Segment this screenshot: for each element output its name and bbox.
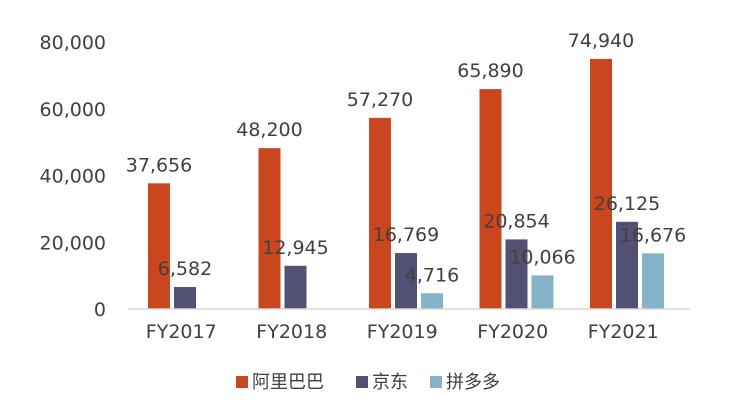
- data-label: 37,656: [126, 154, 192, 176]
- data-label: 74,940: [568, 30, 634, 52]
- legend-label: 阿里巴巴: [252, 372, 324, 393]
- data-label: 12,945: [262, 237, 328, 259]
- bar-series-1-fy2019: [395, 253, 417, 309]
- data-label: 65,890: [457, 60, 523, 82]
- y-tick-label: 40,000: [40, 166, 106, 188]
- x-axis: FY2017 FY2018 FY2019 FY2020 FY2021: [146, 321, 659, 343]
- y-tick-label: 80,000: [40, 32, 106, 54]
- bar-series-0-fy2019: [369, 117, 391, 309]
- data-label: 20,854: [483, 210, 549, 232]
- bar-series-2-fy2021: [642, 253, 664, 309]
- x-tick-label: FY2020: [477, 321, 548, 343]
- bar-series-1-fy2018: [284, 265, 307, 309]
- legend-swatch: [236, 376, 248, 388]
- x-tick-label: FY2019: [367, 321, 438, 343]
- data-label: 57,270: [347, 89, 413, 111]
- bar-series-2-fy2020: [531, 275, 554, 309]
- bar-series-0-fy2018: [258, 148, 281, 309]
- x-tick-label: FY2017: [146, 321, 217, 343]
- bar-series-0-fy2021: [590, 58, 612, 309]
- legend-swatch: [356, 376, 368, 388]
- y-axis: 0 20,000 40,000 60,000 80,000: [40, 32, 106, 321]
- bar-series-0-fy2017: [148, 183, 170, 309]
- x-tick-label: FY2018: [256, 321, 327, 343]
- legend: 阿里巴巴 京东 拼多多: [236, 372, 500, 393]
- x-tick-label: FY2021: [588, 321, 659, 343]
- y-tick-label: 60,000: [40, 99, 106, 121]
- data-label: 10,066: [509, 246, 575, 268]
- data-label: 16,676: [620, 224, 686, 246]
- data-labels: 37,656 6,582 48,200 12,945 57,270 16,769 4,716…: [126, 30, 686, 286]
- data-label: 4,716: [405, 264, 459, 286]
- y-tick-label: 20,000: [40, 232, 106, 254]
- bar-series-0-fy2020: [479, 89, 502, 309]
- bar-series-2-fy2019: [421, 293, 443, 309]
- bars: [148, 58, 664, 309]
- legend-label: 拼多多: [446, 372, 500, 393]
- bar-series-1-fy2020: [505, 239, 528, 309]
- legend-label: 京东: [372, 372, 408, 393]
- data-label: 48,200: [236, 119, 302, 141]
- data-label: 26,125: [594, 193, 660, 215]
- data-label: 16,769: [373, 224, 439, 246]
- bar-series-1-fy2021: [616, 221, 638, 309]
- data-label: 6,582: [158, 258, 212, 280]
- bar-series-1-fy2017: [174, 287, 196, 309]
- legend-swatch: [430, 376, 442, 388]
- y-tick-label: 0: [94, 299, 106, 321]
